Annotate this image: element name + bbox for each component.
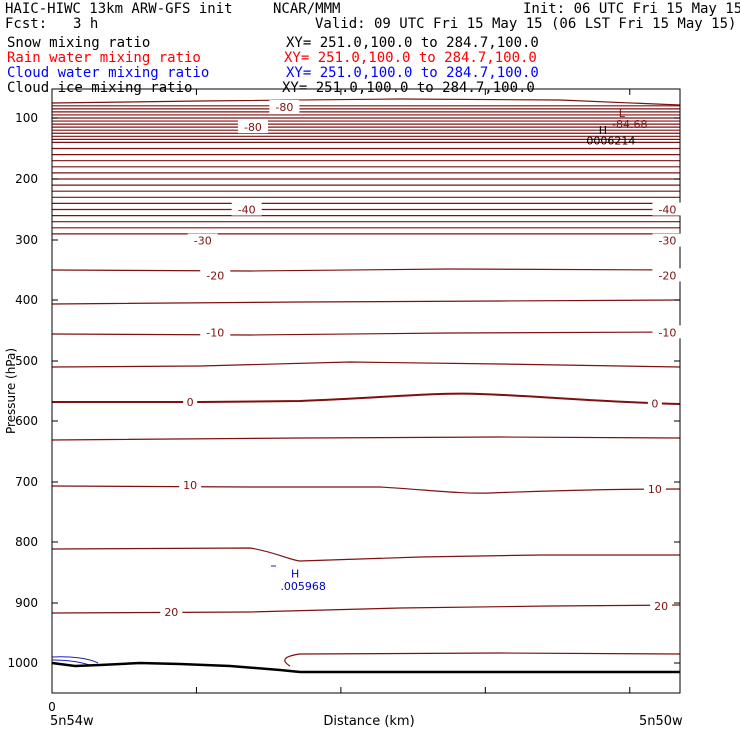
isotherm-contour-8 xyxy=(51,547,680,562)
field-name-rain: Rain water mixing ratio xyxy=(7,50,201,66)
isotherm-contour-3 xyxy=(51,331,681,336)
isotherm-label-14: 20 xyxy=(164,606,178,619)
isotherm-contour-7 xyxy=(51,485,681,494)
field-xy-rain: XY= 251.0,100.0 to 284.7,100.0 xyxy=(284,50,537,66)
forecast-label: Fcst: xyxy=(5,16,48,32)
isotherm-labels: -80 -80 -40 -40 -30 -30 -20 -20 -10 -10 0 0 10 10 20 20 xyxy=(160,100,683,619)
extremum-label-1: H xyxy=(599,124,607,137)
isotherm-label-bg-9 xyxy=(652,325,683,339)
x-tick-zero: 0 xyxy=(48,700,56,714)
isotherm-label-2: -40 xyxy=(238,204,256,217)
x-axis-title: Distance (km) xyxy=(323,714,414,729)
isotherm-label-bg-11 xyxy=(647,396,662,410)
distance-axis xyxy=(195,89,631,693)
isotherm-label-bg-2 xyxy=(231,202,262,216)
org-label: NCAR/MMM xyxy=(273,1,341,17)
isotherm-label-1: -80 xyxy=(244,121,262,134)
isotherm-label-bg-6 xyxy=(200,268,231,282)
isotherm-contour-1 xyxy=(51,268,681,272)
field-xy-snow: XY= 251.0,100.0 to 284.7,100.0 xyxy=(286,35,539,51)
y-tick-label-0: 100 xyxy=(15,111,38,125)
field-name-snow: Snow mixing ratio xyxy=(7,35,151,51)
field-name-cloud-water: Cloud water mixing ratio xyxy=(7,65,210,81)
extremum-label-0: L xyxy=(619,107,626,120)
plot-frame xyxy=(51,88,681,694)
isotherm-label-bg-5 xyxy=(652,233,683,247)
isotherm-label-15: 20 xyxy=(654,600,668,613)
extremum-label-2: H xyxy=(291,568,299,581)
isotherm-label-bg-1 xyxy=(237,120,268,134)
isotherm-label-bg-4 xyxy=(187,233,218,247)
y-tick-label-9: 1000 xyxy=(7,656,38,670)
run-title: HAIC-HIWC 13km ARW-GFS init xyxy=(5,1,233,17)
cloud-water-contour-0 xyxy=(51,656,99,664)
y-tick-label-7: 800 xyxy=(15,535,38,549)
field-xy-cloud-ice: XY= 251.0,100.0 to 284.7,100.0 xyxy=(282,80,535,96)
y-tick-label-5: 600 xyxy=(15,414,38,428)
isotherm-contours xyxy=(51,98,681,667)
y-tick-label-4: 500 xyxy=(15,354,38,368)
isotherm-contour-5 xyxy=(52,392,681,405)
field-xy-cloud-water: XY= 251.0,100.0 to 284.7,100.0 xyxy=(286,65,539,81)
isotherm-label-bg-15 xyxy=(650,599,673,612)
isotherm-contour-6 xyxy=(51,436,681,441)
isotherm-label-bg-13 xyxy=(643,482,666,496)
isotherm-label-0: -80 xyxy=(275,101,293,114)
init-time: Init: 06 UTC Fri 15 May 15 xyxy=(523,1,740,17)
x-right-location: 5n50w xyxy=(639,714,683,729)
isotherm-label-bg-0 xyxy=(269,100,300,114)
isotherm-label-bg-8 xyxy=(200,325,231,339)
isotherm-label-4: -30 xyxy=(194,235,212,248)
isotherm-label-5: -30 xyxy=(658,235,676,248)
isotherm-contour-10 xyxy=(284,652,681,667)
isotherm-contour-9 xyxy=(51,604,681,614)
y-tick-label-3: 400 xyxy=(15,293,38,307)
isotherm-contour-4 xyxy=(51,361,681,368)
extremum-value-0: -84.68 xyxy=(612,118,647,131)
isotherm-label-3: -40 xyxy=(658,204,676,217)
isotherm-label-11: 0 xyxy=(651,398,658,411)
isotherm-label-8: -10 xyxy=(206,326,224,339)
upper-isotherm-lines xyxy=(52,105,680,235)
isotherm-label-12: 10 xyxy=(183,479,197,492)
isotherm-label-10: 0 xyxy=(187,396,194,409)
y-tick-label-1: 200 xyxy=(15,172,38,186)
valid-time: Valid: 09 UTC Fri 15 May 15 (06 LST Fri … xyxy=(315,16,737,32)
extremum-value-2: .005968 xyxy=(280,580,326,593)
y-axis-title: Pressure (hPa) xyxy=(4,348,18,434)
isotherm-label-7: -20 xyxy=(658,269,676,282)
isotherm-contour-0 xyxy=(51,98,681,106)
isotherm-label-13: 10 xyxy=(648,483,662,496)
extremum-value-1: 0006214 xyxy=(586,135,635,148)
isotherm-label-bg-3 xyxy=(652,202,683,216)
y-tick-label-8: 900 xyxy=(15,596,38,610)
isotherm-label-6: -20 xyxy=(206,269,224,282)
isotherm-label-bg-14 xyxy=(160,605,183,618)
y-tick-label-2: 300 xyxy=(15,233,38,247)
isotherm-label-bg-10 xyxy=(183,394,198,408)
isotherm-label-bg-7 xyxy=(652,268,683,282)
isotherm-label-9: -10 xyxy=(658,326,676,339)
field-name-cloud-ice: Cloud ice mixing ratio xyxy=(7,80,193,96)
forecast-hour: 3 h xyxy=(73,16,99,32)
isotherm-label-bg-12 xyxy=(179,478,202,491)
y-tick-label-6: 700 xyxy=(15,475,38,489)
isotherm-contour-2 xyxy=(51,299,681,305)
x-left-location: 5n54w xyxy=(50,714,94,729)
terrain-line xyxy=(51,661,680,674)
